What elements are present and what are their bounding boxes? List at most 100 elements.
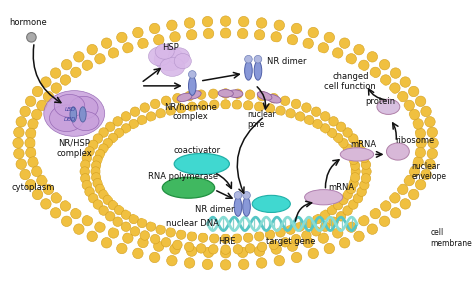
Circle shape	[14, 148, 24, 159]
Circle shape	[425, 117, 435, 127]
Circle shape	[312, 227, 321, 236]
Circle shape	[346, 54, 356, 64]
Circle shape	[137, 218, 147, 228]
Circle shape	[123, 233, 133, 243]
Circle shape	[186, 246, 197, 256]
Circle shape	[189, 71, 196, 78]
Circle shape	[243, 192, 250, 199]
Circle shape	[26, 128, 36, 139]
Circle shape	[254, 55, 262, 63]
Circle shape	[133, 27, 143, 38]
Circle shape	[28, 119, 38, 129]
Circle shape	[416, 138, 426, 148]
Circle shape	[74, 224, 84, 234]
Text: ribosome: ribosome	[395, 136, 434, 144]
Circle shape	[28, 157, 38, 167]
Circle shape	[220, 248, 231, 258]
Circle shape	[209, 100, 219, 109]
Circle shape	[138, 237, 148, 248]
Circle shape	[133, 248, 143, 259]
Ellipse shape	[387, 143, 409, 160]
Circle shape	[346, 149, 356, 159]
Circle shape	[80, 167, 89, 176]
Circle shape	[101, 238, 112, 248]
Circle shape	[37, 100, 47, 111]
Circle shape	[265, 104, 275, 113]
Circle shape	[99, 190, 108, 199]
Circle shape	[343, 190, 352, 199]
Ellipse shape	[304, 190, 342, 205]
Circle shape	[99, 206, 108, 215]
Circle shape	[329, 117, 338, 126]
Text: protein: protein	[366, 97, 396, 106]
Circle shape	[150, 252, 160, 263]
Text: LBD: LBD	[65, 107, 76, 112]
Circle shape	[357, 187, 366, 196]
Circle shape	[209, 234, 219, 243]
Circle shape	[243, 101, 253, 110]
Circle shape	[349, 200, 358, 209]
Circle shape	[196, 244, 206, 253]
Ellipse shape	[44, 91, 104, 136]
Circle shape	[332, 228, 343, 238]
Circle shape	[360, 153, 369, 163]
Circle shape	[50, 208, 61, 218]
Circle shape	[359, 60, 369, 71]
Circle shape	[113, 117, 123, 126]
Circle shape	[303, 237, 314, 248]
Circle shape	[409, 166, 419, 177]
Circle shape	[302, 231, 311, 240]
Circle shape	[31, 109, 42, 120]
Circle shape	[339, 38, 350, 48]
Circle shape	[255, 102, 264, 111]
Circle shape	[37, 175, 47, 186]
Ellipse shape	[186, 91, 201, 99]
Circle shape	[291, 99, 301, 109]
Circle shape	[187, 232, 197, 241]
Circle shape	[291, 234, 301, 244]
Circle shape	[156, 225, 165, 234]
Circle shape	[108, 133, 118, 143]
Ellipse shape	[245, 61, 252, 80]
Circle shape	[327, 128, 337, 138]
Circle shape	[350, 173, 360, 182]
Ellipse shape	[35, 38, 416, 248]
Circle shape	[129, 214, 139, 224]
Circle shape	[361, 174, 370, 183]
Circle shape	[221, 100, 230, 109]
Circle shape	[198, 101, 208, 110]
Text: coactivator: coactivator	[173, 146, 220, 155]
Circle shape	[321, 112, 330, 121]
Circle shape	[60, 75, 71, 85]
Text: NR/HSP
complex: NR/HSP complex	[57, 138, 92, 158]
Circle shape	[170, 244, 180, 254]
Circle shape	[130, 107, 140, 117]
Circle shape	[184, 91, 194, 101]
Circle shape	[184, 258, 195, 268]
Circle shape	[286, 225, 295, 234]
Circle shape	[318, 233, 329, 243]
Circle shape	[176, 230, 186, 239]
Circle shape	[61, 59, 72, 70]
Ellipse shape	[54, 94, 85, 117]
Circle shape	[256, 18, 267, 28]
Circle shape	[32, 189, 43, 200]
Circle shape	[71, 67, 81, 78]
Ellipse shape	[88, 97, 363, 246]
Ellipse shape	[169, 48, 190, 65]
Ellipse shape	[218, 89, 233, 97]
Circle shape	[31, 166, 42, 177]
Circle shape	[427, 148, 437, 159]
Circle shape	[184, 18, 195, 28]
Circle shape	[16, 159, 27, 169]
Circle shape	[269, 93, 278, 103]
Circle shape	[25, 138, 35, 148]
Circle shape	[151, 234, 160, 244]
Circle shape	[343, 128, 352, 137]
Circle shape	[245, 55, 252, 63]
Circle shape	[43, 91, 54, 102]
Circle shape	[349, 134, 358, 143]
Ellipse shape	[155, 44, 174, 59]
Circle shape	[167, 20, 177, 30]
Circle shape	[82, 180, 92, 190]
